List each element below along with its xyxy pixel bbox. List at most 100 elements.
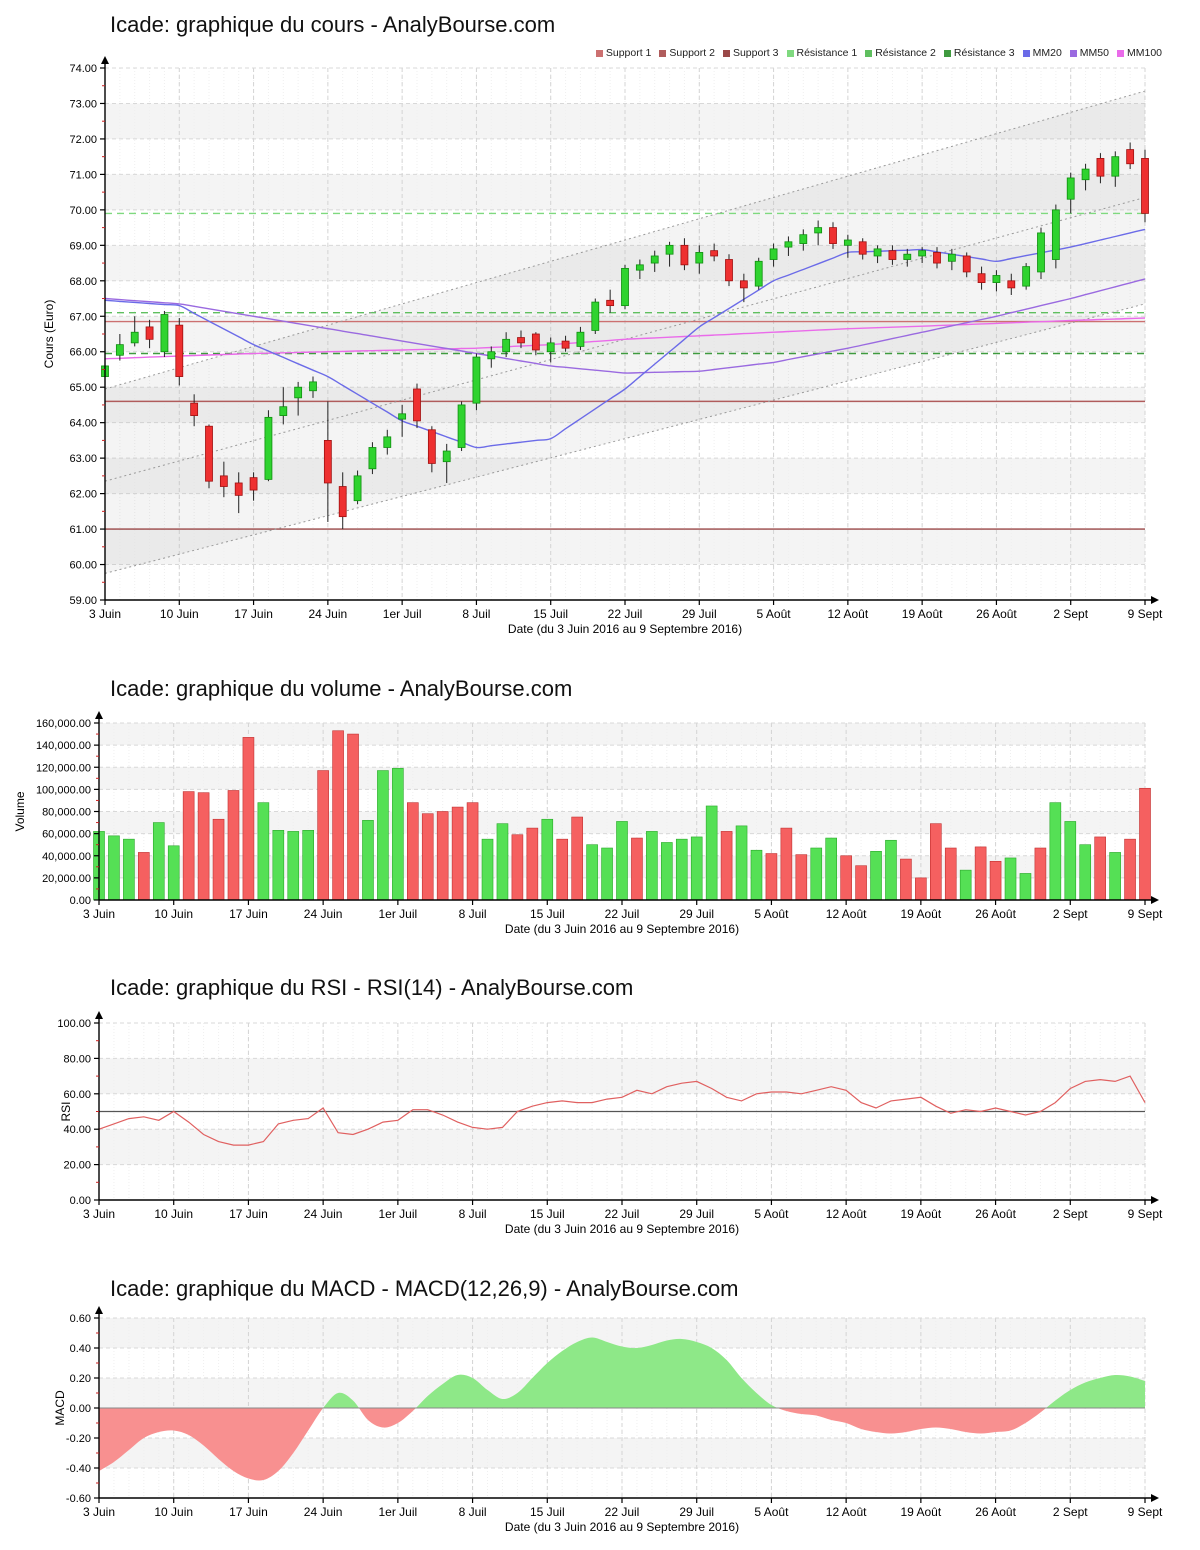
candle-up [635, 264, 644, 271]
x-tick-label: 22 Juil [605, 907, 640, 921]
candle-up [502, 338, 511, 353]
legend-swatch [865, 49, 873, 57]
candle-down [531, 333, 540, 351]
candle-down [517, 337, 525, 344]
y-axis-label: MACD [53, 1390, 67, 1426]
y-tick-label: 74.00 [69, 63, 97, 75]
x-tick-label: 15 Juil [530, 1207, 565, 1221]
x-tick-label: 8 Juil [459, 1207, 487, 1221]
volume-bar-down [332, 730, 344, 901]
volume-bar-up [1109, 852, 1121, 901]
candle-down [888, 250, 897, 260]
macd-chart: 0.60 0.40 0.20 0.00 -0.20 -0.40 -0.603 Juin 10 … [53, 1306, 1163, 1534]
volume-bar-up [885, 839, 897, 901]
y-tick-label: 60,000.00 [42, 829, 91, 841]
y-tick-label: 61.00 [69, 524, 97, 536]
candle-up [591, 301, 600, 331]
x-tick-label: 22 Juil [605, 1505, 640, 1519]
volume-bar-up [272, 830, 285, 901]
volume-bar-down [780, 827, 793, 901]
y-tick-label: 40,000.00 [42, 851, 91, 863]
legend-label: Support 2 [669, 47, 715, 59]
y-tick-label: 72.00 [69, 134, 97, 146]
volume-bar-up [392, 768, 404, 901]
x-axis-arrow [1151, 896, 1159, 904]
volume-bar-down [720, 831, 733, 901]
candle-down [234, 482, 243, 496]
candle-down [175, 324, 184, 377]
x-tick-label: 15 Juil [530, 907, 565, 921]
volume-bar-up [646, 831, 658, 901]
y-tick-label: 80,000.00 [42, 807, 91, 819]
y-axis-arrow [95, 1011, 103, 1019]
x-tick-label: 10 Juin [160, 607, 199, 621]
candle-down [145, 326, 154, 340]
volume-bar-down [317, 770, 329, 901]
volume-bar-down [511, 834, 524, 901]
legend-item-support-3: Support 3 [722, 47, 779, 59]
x-tick-label: 24 Juin [304, 1505, 343, 1519]
candle-down [205, 425, 213, 482]
x-tick-label: 22 Juil [608, 607, 643, 621]
y-tick-label: 71.00 [69, 169, 97, 181]
volume-bar-up [1049, 802, 1062, 901]
x-tick-label: 5 Août [754, 907, 789, 921]
candle-up [1081, 168, 1090, 181]
x-tick-label: 26 Août [975, 907, 1016, 921]
candle-up [472, 356, 481, 404]
x-tick-label: 26 Août [976, 607, 1017, 621]
volume-bar-up [959, 869, 972, 901]
candle-up [992, 275, 1001, 283]
volume-bar-up [377, 770, 389, 901]
legend-label: Résistance 3 [953, 47, 1015, 59]
y-tick-label: 0.00 [70, 1403, 91, 1415]
x-tick-label: 3 Juin [83, 1505, 115, 1519]
volume-bar-up [1004, 857, 1017, 901]
candle-down [739, 280, 748, 289]
macd-area-positive [99, 1337, 1145, 1408]
y-tick-label: 100.00 [57, 1018, 91, 1030]
candle-down [858, 241, 867, 255]
legend-item-support-2: Support 2 [659, 47, 715, 59]
candle-up [1022, 266, 1031, 287]
x-tick-label: 26 Août [975, 1207, 1016, 1221]
candle-down [962, 255, 971, 273]
candle-up [457, 404, 466, 448]
volume-bar-down [795, 854, 808, 901]
x-axis-arrow [1151, 596, 1159, 604]
x-tick-label: 5 Août [754, 1207, 789, 1221]
legend-item-résistance-3: Résistance 3 [943, 47, 1015, 59]
volume-bar-down [212, 818, 225, 901]
macd-content [99, 1337, 1145, 1481]
y-tick-label: -0.40 [66, 1463, 91, 1475]
legend-label: Support 3 [732, 47, 779, 59]
candle-down [1007, 280, 1016, 289]
x-tick-label: 17 Juin [234, 607, 273, 621]
y-tick-label: 20,000.00 [42, 873, 91, 885]
volume-bar-up [496, 823, 509, 901]
volume-bar-down [227, 790, 240, 901]
volume-bar-up [1064, 821, 1077, 901]
cours-section: Icade: graphique du cours - AnalyBourse.… [0, 0, 1200, 660]
x-tick-label: 12 Août [826, 1505, 867, 1519]
volume-bar-up [1079, 844, 1092, 901]
x-tick-label: 24 Juin [304, 907, 343, 921]
x-tick-label: 29 Juil [679, 1207, 714, 1221]
rsi-chart: 100.00 80.00 60.00 40.00 20.00 0.003 Juin 10 J… [57, 1011, 1163, 1236]
x-tick-label: 15 Juil [530, 1505, 565, 1519]
y-tick-label: 66.00 [69, 347, 97, 359]
candle-up [309, 381, 317, 392]
legend-item-résistance-2: Résistance 2 [865, 47, 936, 59]
x-tick-label: 17 Juin [229, 1207, 268, 1221]
y-tick-label: 0.00 [70, 1195, 91, 1207]
candle-up [1066, 177, 1075, 200]
candle-up [1037, 232, 1045, 273]
x-tick-label: 1er Juil [379, 1505, 418, 1519]
legend-swatch [1069, 49, 1077, 57]
y-axis-label: Volume [13, 791, 27, 831]
candle-up [294, 386, 303, 399]
x-tick-label: 29 Juil [679, 907, 714, 921]
y-tick-label: 62.00 [69, 489, 97, 501]
volume-bar-up [675, 838, 688, 901]
legend-label: Support 1 [605, 47, 652, 59]
